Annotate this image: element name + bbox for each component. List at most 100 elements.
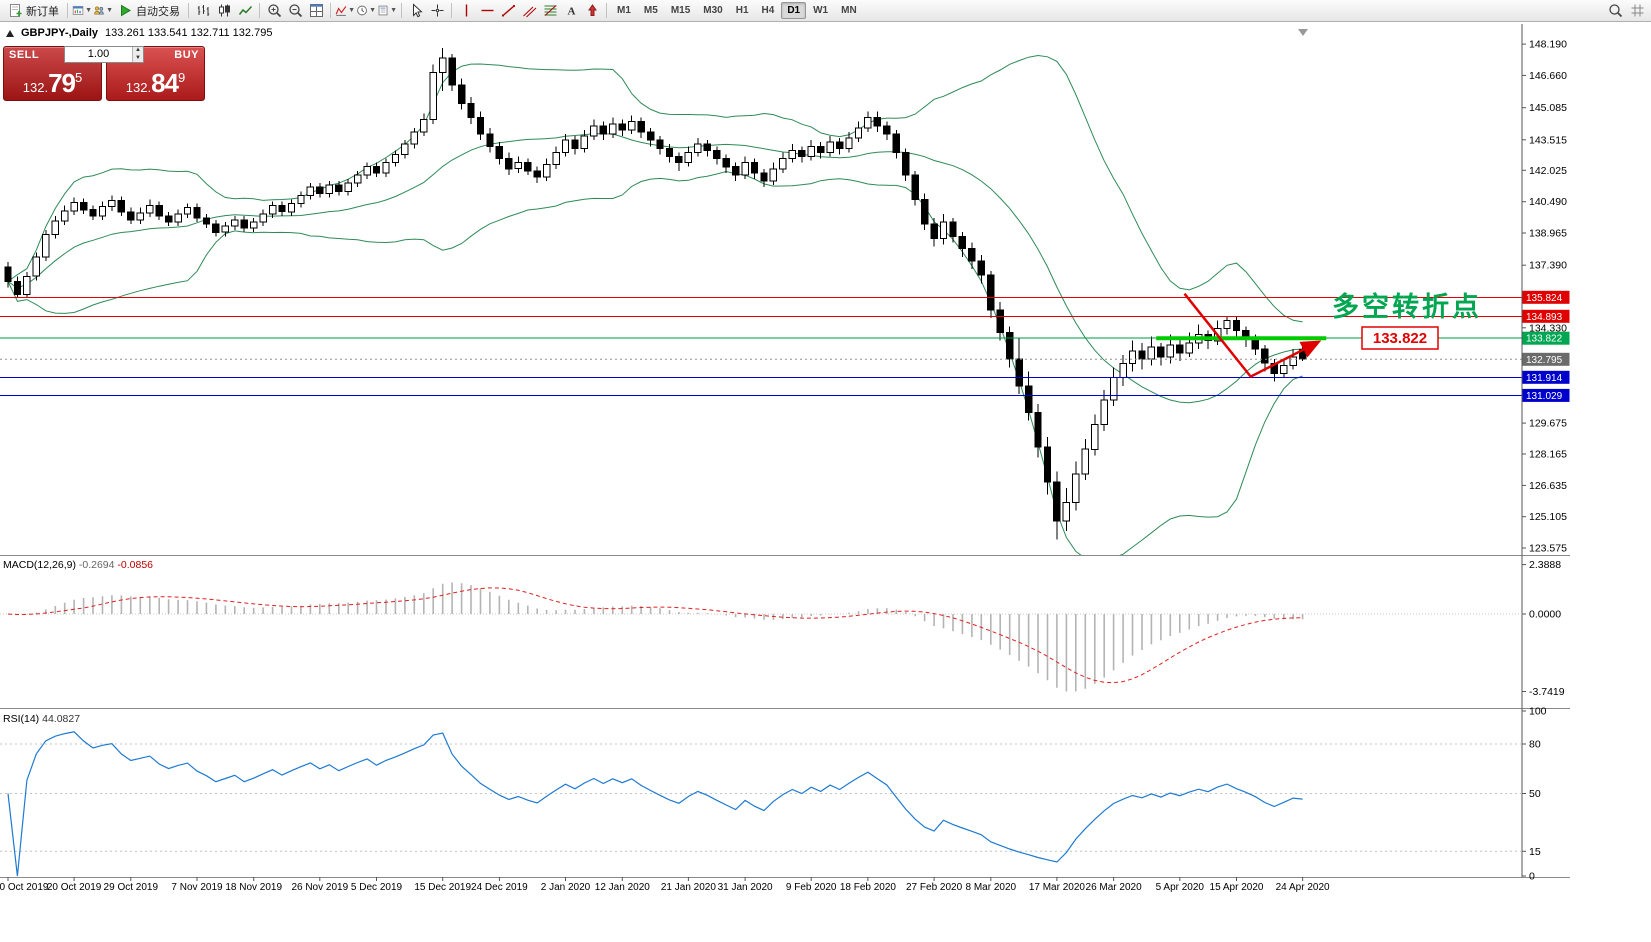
price-tag-133.822: 133.822	[1522, 331, 1570, 345]
zoom-in-button[interactable]	[264, 1, 284, 20]
candlestick-icon	[218, 4, 230, 17]
cursor-button[interactable]	[406, 1, 426, 20]
candle-wicks	[7, 48, 1304, 540]
trendline-button[interactable]	[498, 1, 518, 20]
panel-separators[interactable]	[0, 555, 1570, 878]
ohlc-values: 133.261 133.541 132.711 132.795	[105, 27, 273, 39]
chevron-down-icon: ▼	[390, 7, 397, 14]
tile-windows-icon	[309, 4, 323, 17]
svg-text:-3.7419: -3.7419	[1529, 686, 1565, 698]
volume-increase-button[interactable]: ▲	[133, 47, 143, 55]
price-tag-134.893: 134.893	[1522, 309, 1570, 323]
volume-field[interactable]: 1.00 ▲ ▼	[64, 46, 144, 63]
timeframe-D1[interactable]: D1	[781, 2, 807, 19]
candlestick-button[interactable]	[214, 1, 234, 20]
fibo-icon	[544, 5, 556, 16]
timeframe-M5[interactable]: M5	[643, 5, 658, 16]
vertical-line-button[interactable]	[456, 1, 476, 20]
new-order-button[interactable]: 新订单	[4, 1, 63, 20]
timeframe-MN[interactable]: MN	[841, 5, 857, 16]
svg-text:133.822: 133.822	[1526, 334, 1563, 345]
horizontal-line-button[interactable]	[477, 1, 497, 20]
svg-text:132.795: 132.795	[1526, 355, 1563, 366]
zoom-out-button[interactable]	[285, 1, 305, 20]
line-chart-button[interactable]	[235, 1, 255, 20]
svg-text:27 Feb 2020: 27 Feb 2020	[906, 882, 963, 893]
timeframe-M15[interactable]: M15	[670, 5, 691, 16]
trendline-icon	[501, 4, 515, 17]
tile-windows-button[interactable]	[306, 1, 326, 20]
svg-text:21 Jan 2020: 21 Jan 2020	[661, 882, 716, 893]
volume-decrease-button[interactable]: ▼	[133, 54, 143, 62]
svg-text:24 Dec 2019: 24 Dec 2019	[471, 882, 528, 893]
svg-text:134.893: 134.893	[1526, 312, 1563, 323]
svg-text:12 Jan 2020: 12 Jan 2020	[595, 882, 650, 893]
rsi-label: RSI(14) 44.0827	[3, 713, 80, 725]
rsi-panel[interactable]	[0, 731, 1522, 877]
svg-text:15 Apr 2020: 15 Apr 2020	[1210, 882, 1264, 893]
buy-price: 132.849	[125, 68, 186, 98]
svg-text:9 Feb 2020: 9 Feb 2020	[786, 882, 837, 893]
autotrade-icon	[121, 4, 131, 17]
new-order-icon	[10, 4, 22, 17]
bar-chart-icon	[197, 5, 209, 16]
main-chart-panel[interactable]	[0, 29, 1522, 561]
macd-axis: 2.3888 0.0000 -3.7419	[1522, 559, 1565, 698]
macd-panel[interactable]	[0, 582, 1522, 692]
annotation-price-box[interactable]: 133.822	[1361, 326, 1439, 350]
grid-button[interactable]	[1627, 1, 1647, 20]
periods-icon	[357, 5, 367, 16]
fibonacci-button[interactable]	[540, 1, 560, 20]
svg-text:26 Mar 2020: 26 Mar 2020	[1086, 882, 1143, 893]
sell-button-label: SELL	[9, 49, 40, 61]
svg-text:137.390: 137.390	[1529, 260, 1567, 272]
svg-text:0: 0	[1529, 871, 1535, 883]
price-tag-131.914: 131.914	[1522, 370, 1570, 384]
timeframe-W1[interactable]: W1	[813, 5, 829, 16]
rsi-line	[7, 731, 1303, 877]
chart-title: GBPJPY-,Daily 133.261 133.541 132.711 13…	[6, 27, 272, 39]
search-icon	[1608, 4, 1622, 18]
one-click-trading-panel: SELL 132.795 BUY 132.849 1.00 ▲ ▼	[3, 46, 205, 101]
chart-shift-marker[interactable]	[1298, 29, 1308, 36]
svg-text:100: 100	[1529, 706, 1547, 718]
arrows-button[interactable]	[582, 1, 602, 20]
timeframe-M1[interactable]: M1	[617, 5, 631, 16]
periods-button[interactable]: ▼	[356, 1, 376, 20]
new-chart-button[interactable]: ▼	[72, 1, 92, 20]
search-button[interactable]	[1605, 1, 1625, 20]
bollinger-bands	[7, 54, 1303, 555]
crosshair-button[interactable]	[427, 1, 447, 20]
svg-text:26 Nov 2019: 26 Nov 2019	[291, 882, 348, 893]
svg-text:5 Dec 2019: 5 Dec 2019	[351, 882, 403, 893]
svg-text:8 Mar 2020: 8 Mar 2020	[966, 882, 1017, 893]
bear-candles	[4, 57, 1307, 522]
volume-value[interactable]: 1.00	[87, 48, 110, 60]
svg-text:24 Apr 2020: 24 Apr 2020	[1276, 882, 1330, 893]
rsi-axis: 100 80 50 15 0	[1522, 706, 1547, 883]
chevron-down-icon: ▼	[106, 7, 113, 14]
templates-button[interactable]: ▼	[377, 1, 397, 20]
annotation-text[interactable]: 多空转折点	[1332, 291, 1482, 322]
timeframe-M30[interactable]: M30	[703, 5, 723, 16]
zoom-in-icon	[267, 4, 281, 18]
profiles-button[interactable]: ▼	[93, 1, 113, 20]
chevron-down-icon: ▼	[348, 7, 355, 14]
bar-chart-button[interactable]	[193, 1, 213, 20]
symbol-name: GBPJPY-,Daily	[21, 27, 99, 39]
auto-trading-button[interactable]: 自动交易	[114, 1, 184, 20]
timeframe-H1[interactable]: H1	[735, 5, 749, 16]
chevron-down-icon: ▼	[369, 7, 376, 14]
price-tag-135.824: 135.824	[1522, 290, 1570, 304]
trend-arrow[interactable]	[1183, 292, 1322, 379]
text-button[interactable]: A	[561, 1, 581, 20]
toolbar-separator	[67, 3, 68, 18]
channel-button[interactable]	[519, 1, 539, 20]
svg-text:15 Dec 2019: 15 Dec 2019	[414, 882, 471, 893]
timeframe-H4[interactable]: H4	[761, 5, 775, 16]
sell-price: 132.795	[22, 68, 83, 98]
toolbar: 新订单 ▼ ▼ 自动交易 ▼ ▼ ▼ A M1 M5 M15 M30 H1 H4 D1 W1 MN	[0, 0, 1651, 22]
indicators-button[interactable]: ▼	[335, 1, 355, 20]
svg-text:145.085: 145.085	[1529, 102, 1567, 114]
line-chart-icon	[238, 5, 252, 15]
